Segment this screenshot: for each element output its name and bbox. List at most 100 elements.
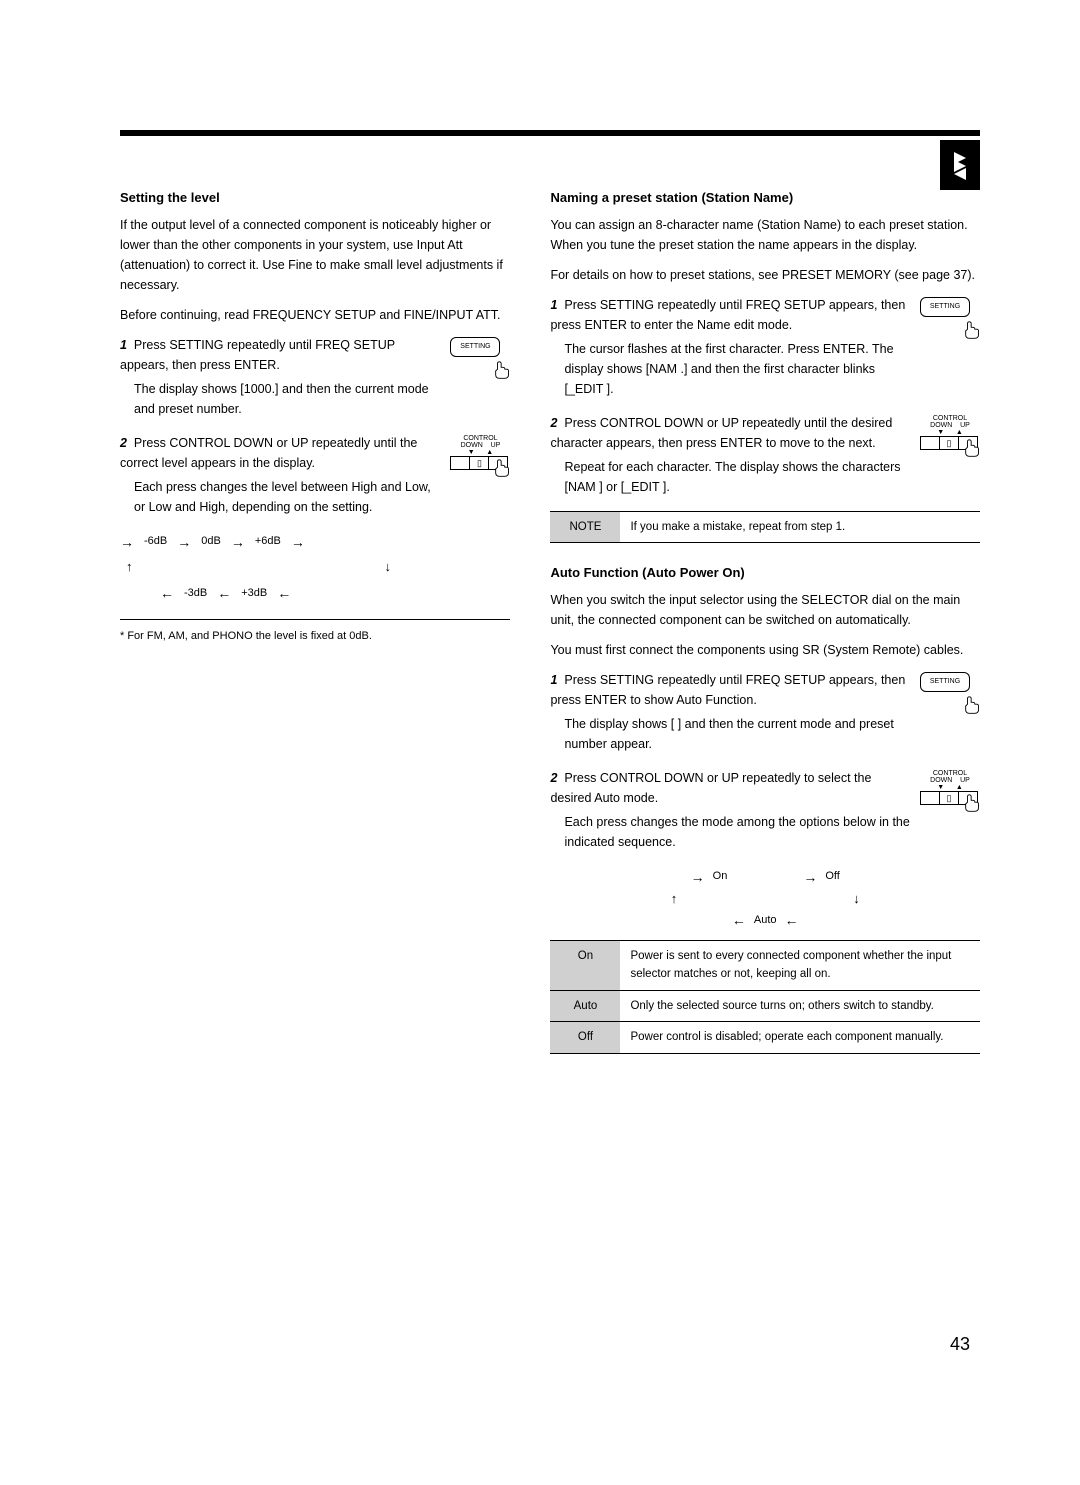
- note-cell: Power control is disabled; operate each …: [620, 1022, 980, 1053]
- down-word: DOWN: [930, 422, 952, 429]
- arrow-icon: [853, 889, 860, 910]
- right-column: Naming a preset station (Station Name) Y…: [550, 188, 980, 1074]
- r1-step2-text: Press CONTROL DOWN or UP repeatedly unti…: [550, 416, 892, 450]
- left-p1: If the output level of a connected compo…: [120, 215, 510, 295]
- tri-icons: ▼ ▲: [937, 429, 963, 436]
- step-num-1c: 1: [550, 673, 560, 687]
- flow-line: On Off: [550, 866, 980, 889]
- control-word: CONTROL: [933, 415, 967, 422]
- page-number: 43: [950, 1334, 970, 1355]
- r1-title: Naming a preset station (Station Name): [550, 188, 980, 209]
- flow-line: [550, 889, 980, 910]
- arrow-icon: [231, 531, 245, 554]
- control-rocker-icon: CONTROL DOWN UP ▼ ▲ ▯: [450, 435, 510, 475]
- flow-item: 0dB: [197, 533, 225, 551]
- arrow-icon: [217, 582, 231, 605]
- arrow-icon: [120, 531, 134, 554]
- rocker-mid: ▯: [940, 437, 959, 449]
- arrow-icon: [126, 557, 133, 578]
- arrow-icon: [732, 909, 746, 932]
- up-word: UP: [491, 442, 501, 449]
- r1-p2: For details on how to preset stations, s…: [550, 265, 980, 285]
- note-header: On: [550, 940, 620, 990]
- setting-button-icon: SETTING: [920, 672, 980, 712]
- flow-item: -6dB: [140, 533, 171, 551]
- step-num-1b: 1: [550, 298, 560, 312]
- r1-step2: 2 Press CONTROL DOWN or UP repeatedly un…: [550, 413, 980, 497]
- arrow-icon: [385, 557, 392, 578]
- control-label: CONTROL DOWN UP ▼ ▲: [920, 770, 980, 791]
- tab-icon: [949, 150, 971, 180]
- arrow-icon: [160, 582, 174, 605]
- hand-icon: [962, 695, 984, 717]
- rocker-mid: ▯: [940, 792, 959, 804]
- r2-step1-sub: The display shows [ ] and then the curre…: [564, 714, 910, 754]
- left-footnote: * For FM, AM, and PHONO the level is fix…: [120, 628, 510, 646]
- r1-p1: You can assign an 8-character name (Stat…: [550, 215, 980, 255]
- rocker-down: [921, 792, 940, 804]
- arrow-icon: [691, 866, 705, 889]
- down-word: DOWN: [930, 777, 952, 784]
- left-step1-sub: The display shows [1000.] and then the c…: [134, 379, 440, 419]
- rocker-down: [451, 457, 470, 469]
- table-row: NOTE If you make a mistake, repeat from …: [550, 511, 980, 542]
- r1-step1-text: Press SETTING repeatedly until FREQ SETU…: [550, 298, 905, 332]
- setting-button: SETTING: [920, 297, 970, 317]
- arrow-icon: [803, 866, 817, 889]
- r2-step2: 2 Press CONTROL DOWN or UP repeatedly to…: [550, 768, 980, 852]
- header-rule: [120, 130, 980, 136]
- r2-note-table: On Power is sent to every connected comp…: [550, 940, 980, 1054]
- table-row: Off Power control is disabled; operate e…: [550, 1022, 980, 1053]
- left-step1: 1 Press SETTING repeatedly until FREQ SE…: [120, 335, 510, 419]
- hand-icon: [962, 320, 984, 342]
- r2-flow: On Off Auto: [550, 866, 980, 932]
- rocker-down: [921, 437, 940, 449]
- divider: [120, 619, 510, 620]
- tri-icons: ▼ ▲: [937, 784, 963, 791]
- r2-title: Auto Function (Auto Power On): [550, 563, 980, 584]
- left-title: Setting the level: [120, 188, 510, 209]
- note-cell: If you make a mistake, repeat from step …: [620, 511, 980, 542]
- up-word: UP: [960, 422, 970, 429]
- flow-row-3: -3dB +3dB: [160, 582, 510, 605]
- arrow-icon: [785, 909, 799, 932]
- r2-step1-text: Press SETTING repeatedly until FREQ SETU…: [550, 673, 905, 707]
- control-word: CONTROL: [463, 435, 497, 442]
- r1-note-table: NOTE If you make a mistake, repeat from …: [550, 511, 980, 543]
- flow-row-2: [126, 557, 510, 578]
- up-word: UP: [960, 777, 970, 784]
- table-row: On Power is sent to every connected comp…: [550, 940, 980, 990]
- setting-button: SETTING: [920, 672, 970, 692]
- control-word: CONTROL: [933, 770, 967, 777]
- control-label: CONTROL DOWN UP ▼ ▲: [450, 435, 510, 456]
- flow-line: Auto: [550, 909, 980, 932]
- flow-item: +6dB: [251, 533, 285, 551]
- step-num-2b: 2: [550, 416, 560, 430]
- note-header: NOTE: [550, 511, 620, 542]
- step-num-1: 1: [120, 338, 130, 352]
- control-rocker-icon: CONTROL DOWN UP ▼ ▲ ▯: [920, 415, 980, 455]
- flow-item: -3dB: [180, 585, 211, 603]
- left-p2: Before continuing, read FREQUENCY SETUP …: [120, 305, 510, 325]
- control-rocker-icon: CONTROL DOWN UP ▼ ▲ ▯: [920, 770, 980, 810]
- left-step1-text: Press SETTING repeatedly until FREQ SETU…: [120, 338, 395, 372]
- step-num-2c: 2: [550, 771, 560, 785]
- side-tab: [940, 140, 980, 190]
- r1-step2-sub: Repeat for each character. The display s…: [564, 457, 910, 497]
- step-num-2: 2: [120, 436, 130, 450]
- r2-p1: When you switch the input selector using…: [550, 590, 980, 630]
- table-row: Auto Only the selected source turns on; …: [550, 990, 980, 1021]
- left-flow: -6dB 0dB +6dB -3dB +3dB: [120, 531, 510, 605]
- arrow-icon: [277, 582, 291, 605]
- setting-button: SETTING: [450, 337, 500, 357]
- r1-step1-sub: The cursor flashes at the first characte…: [564, 339, 910, 399]
- flow-item: Off: [825, 868, 839, 886]
- rocker-mid: ▯: [470, 457, 489, 469]
- arrow-icon: [291, 531, 305, 554]
- left-step2-sub: Each press changes the level between Hig…: [134, 477, 440, 517]
- setting-button-icon: SETTING: [920, 297, 980, 337]
- hand-icon: [962, 793, 984, 815]
- note-cell: Power is sent to every connected compone…: [620, 940, 980, 990]
- tri-icons: ▼ ▲: [468, 449, 494, 456]
- r2-step1: 1 Press SETTING repeatedly until FREQ SE…: [550, 670, 980, 754]
